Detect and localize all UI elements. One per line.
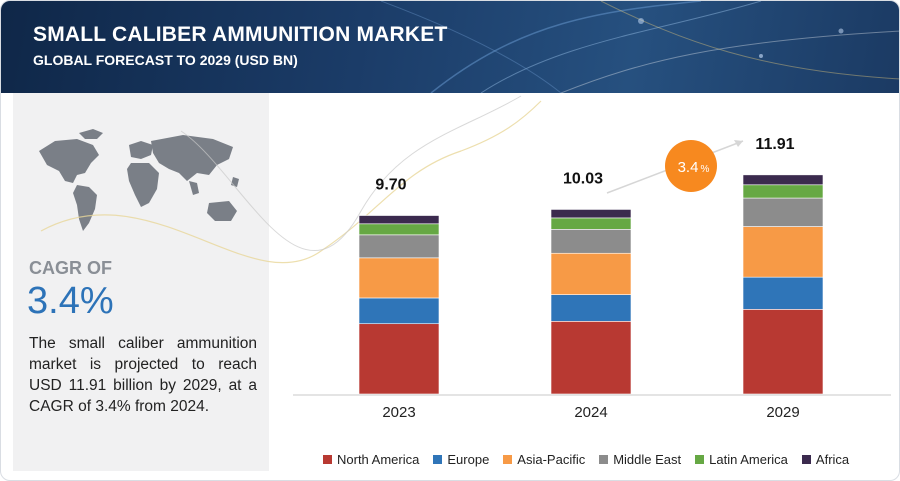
total-label-2029: 11.91	[755, 136, 794, 153]
total-labels-group: 9.70 10.03 11.91	[375, 136, 794, 194]
legend-item-middle-east: Middle East	[599, 452, 681, 467]
bar-2029-north-america	[742, 309, 824, 395]
legend-item-latin-america: Latin America	[695, 452, 788, 467]
legend-label: North America	[337, 452, 420, 467]
legend-label: Latin America	[709, 452, 788, 467]
growth-badge-value: 3.4	[678, 159, 699, 176]
bar-2024-europe	[550, 294, 632, 322]
bar-2023-asia-pacific	[358, 257, 440, 299]
bar-2023-latin-america	[358, 223, 440, 236]
bar-2023-north-america	[358, 323, 440, 395]
legend-swatch	[801, 455, 811, 464]
legend-item-north-america: North America	[323, 452, 419, 467]
bars-group	[358, 174, 824, 395]
legend-label: Europe	[447, 452, 490, 467]
bar-2023-africa	[358, 215, 440, 225]
bar-2024-asia-pacific	[550, 252, 632, 295]
x-tick-labels-group: 2023 2024 2029	[382, 404, 799, 421]
chart-legend: North America Europe Asia-Pacific Middle Ea…	[323, 452, 849, 467]
growth-arrow-head	[734, 140, 743, 147]
legend-item-europe: Europe	[433, 452, 489, 467]
legend-swatch	[323, 455, 332, 464]
page-title: SMALL CALIBER AMMUNITION MARKET	[33, 23, 448, 46]
x-tick-2023: 2023	[382, 404, 415, 421]
page-subtitle: GLOBAL FORECAST TO 2029 (USD BN)	[33, 52, 298, 68]
decorative-wave-2	[180, 95, 522, 252]
bar-2024-north-america	[550, 321, 632, 395]
legend-swatch	[599, 455, 609, 464]
legend-swatch	[695, 455, 705, 464]
growth-badge-unit: %	[701, 164, 710, 175]
bar-2024-africa	[550, 209, 632, 219]
x-tick-2029: 2029	[766, 404, 799, 421]
x-tick-2024: 2024	[574, 404, 607, 421]
header-decoration	[380, 1, 899, 93]
header-banner: SMALL CALIBER AMMUNITION MARKET GLOBAL F…	[1, 1, 899, 93]
legend-label: Asia-Pacific	[517, 452, 586, 467]
bar-2029-middle-east	[742, 197, 824, 227]
summary-panel: CAGR OF 3.4% The small caliber ammunitio…	[13, 93, 269, 471]
legend-label: Middle East	[613, 452, 682, 467]
bar-2029-europe	[742, 276, 824, 310]
legend-swatch	[503, 455, 513, 464]
bar-2023-europe	[358, 297, 440, 325]
bar-2023-middle-east	[358, 234, 440, 259]
legend-label: Africa	[815, 452, 850, 467]
growth-badge	[665, 140, 717, 192]
bar-2024-middle-east	[550, 229, 632, 254]
bar-2029-asia-pacific	[742, 226, 824, 278]
decorative-wave	[40, 100, 542, 264]
world-map-icon	[39, 129, 239, 231]
cagr-label: CAGR OF	[29, 258, 112, 278]
legend-swatch	[433, 455, 443, 464]
legend-item-africa: Africa	[801, 452, 850, 467]
bar-2029-africa	[742, 174, 824, 186]
legend-item-asia-pacific: Asia-Pacific	[503, 452, 585, 467]
bar-2024-latin-america	[550, 217, 632, 230]
market-description: The small caliber ammunition market is p…	[29, 335, 257, 415]
total-label-2023: 9.70	[375, 177, 406, 194]
total-label-2024: 10.03	[563, 170, 603, 187]
bar-2029-latin-america	[742, 184, 824, 199]
cagr-value: 3.4%	[27, 280, 114, 322]
